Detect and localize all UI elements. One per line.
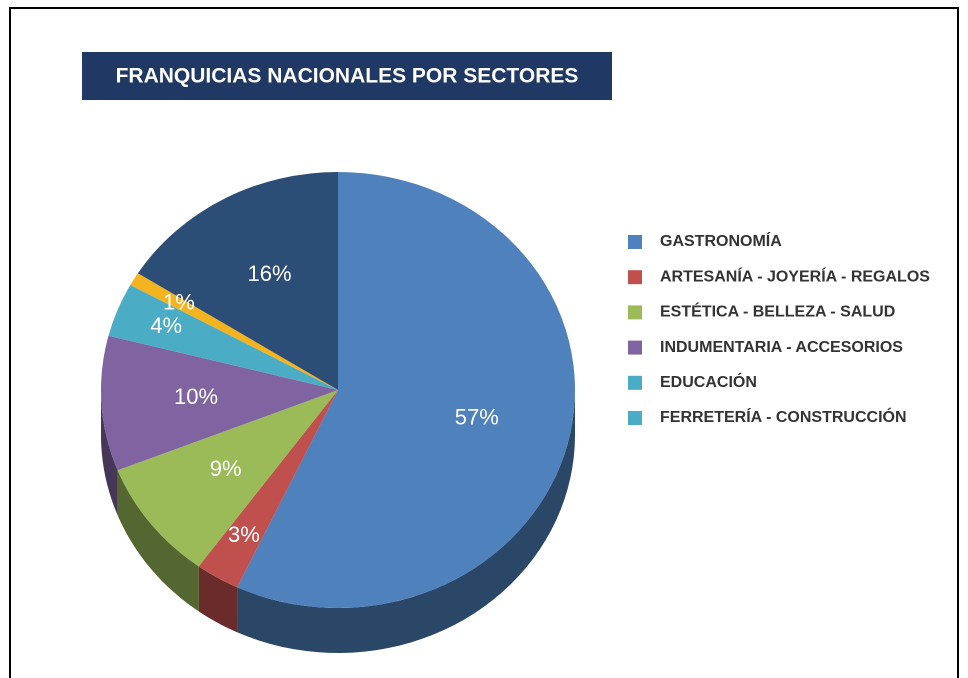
legend-swatch [628, 305, 642, 320]
legend-swatch [628, 270, 642, 285]
legend-swatch [628, 375, 642, 390]
slice [101, 335, 339, 471]
legend-swatch [628, 235, 642, 249]
slice-label: 1% [163, 289, 195, 314]
slice-label: 16% [247, 261, 291, 286]
title-box [82, 52, 612, 100]
slice [130, 273, 338, 390]
legend-text: FERRETERÍA - CONSTRUCCIÓN [660, 407, 907, 426]
legend-swatch [628, 340, 642, 355]
legend-text: INDUMENTARIA - ACCESORIOS [660, 339, 903, 356]
slice-side [237, 390, 575, 653]
slice [117, 390, 338, 567]
slice [237, 172, 575, 608]
slice-label: 57% [455, 404, 499, 429]
slice-label: 10% [174, 384, 218, 409]
slice-side [101, 390, 118, 516]
chart-title: FRANQUICIAS NACIONALES POR SECTORES [116, 65, 579, 88]
legend-text: GASTRONOMÍA [660, 231, 782, 250]
slice [198, 390, 338, 588]
slice-label: 4% [150, 313, 182, 338]
slice-side [198, 566, 238, 633]
slice [108, 284, 338, 390]
slice [137, 172, 338, 390]
legend-swatch [628, 411, 642, 425]
legend-text: ARTESANÍA - JOYERÍA - REGALOS [660, 266, 930, 285]
slice-label: 9% [210, 456, 242, 481]
slice-label: 3% [228, 522, 260, 547]
legend-text: EDUCACIÓN [660, 372, 757, 391]
frame [9, 7, 959, 678]
slice-side [117, 470, 199, 612]
legend-text: ESTÉTICA - BELLEZA - SALUD [660, 302, 895, 321]
